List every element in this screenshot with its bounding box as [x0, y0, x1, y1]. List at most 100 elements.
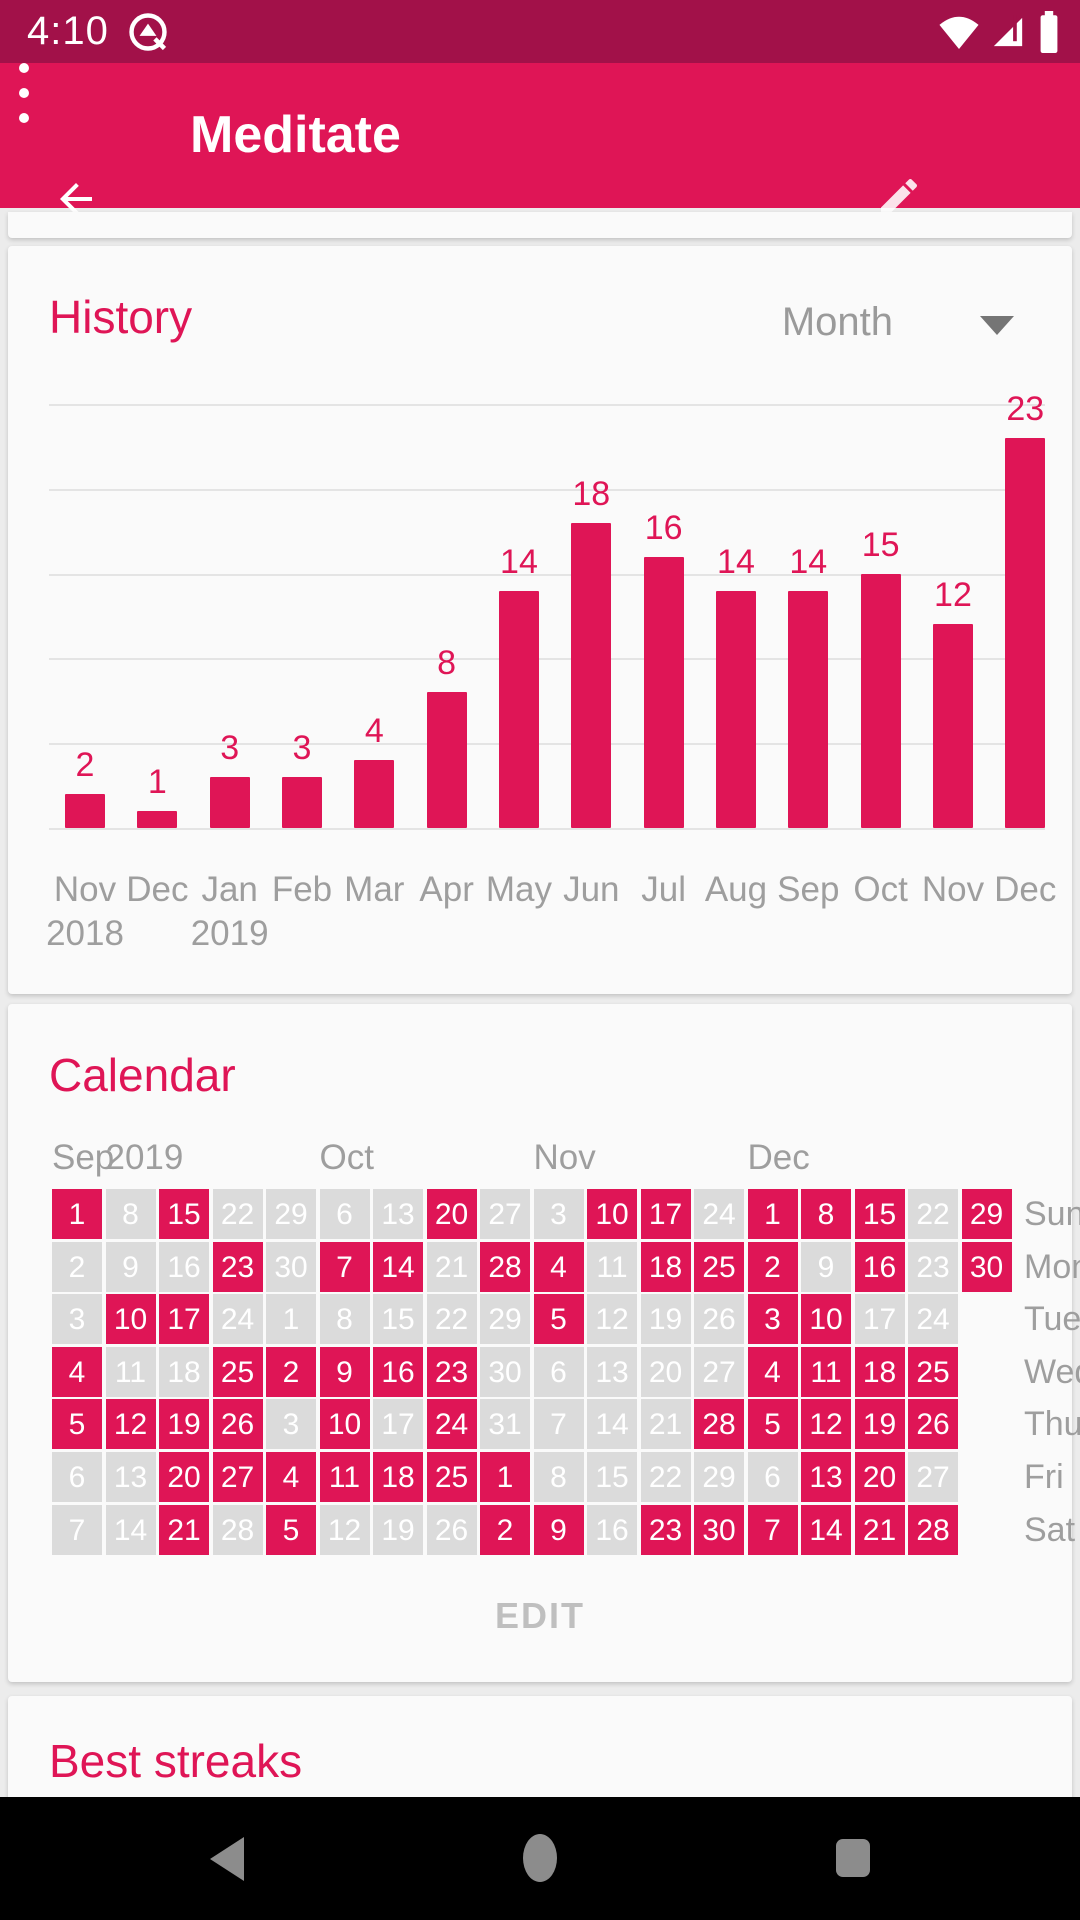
calendar-day-cell[interactable]: 3 — [533, 1189, 584, 1239]
calendar-day-cell[interactable]: 22 — [640, 1452, 691, 1502]
calendar-day-cell[interactable]: 18 — [640, 1241, 691, 1292]
calendar-day-cell[interactable]: 16 — [373, 1346, 423, 1397]
calendar-day-cell[interactable]: 13 — [105, 1452, 156, 1502]
calendar-day-cell[interactable]: 25 — [426, 1452, 477, 1502]
calendar-day-cell[interactable]: 20 — [159, 1452, 209, 1502]
calendar-day-cell[interactable]: 1 — [266, 1294, 316, 1345]
calendar-day-cell[interactable]: 6 — [747, 1452, 798, 1502]
calendar-day-cell[interactable]: 28 — [908, 1504, 958, 1555]
calendar-day-cell[interactable]: 27 — [480, 1189, 530, 1239]
calendar-day-cell[interactable]: 26 — [908, 1399, 958, 1450]
calendar-day-cell[interactable]: 26 — [212, 1399, 263, 1450]
calendar-day-cell[interactable]: 14 — [373, 1241, 423, 1292]
calendar-day-cell[interactable]: 16 — [159, 1241, 209, 1292]
calendar-day-cell[interactable]: 29 — [266, 1189, 316, 1239]
calendar-day-cell[interactable]: 2 — [747, 1241, 798, 1292]
calendar-day-cell[interactable]: 28 — [212, 1504, 263, 1555]
calendar-day-cell[interactable]: 13 — [373, 1189, 423, 1239]
calendar-day-cell[interactable]: 7 — [533, 1399, 584, 1450]
overflow-menu-icon[interactable] — [0, 63, 48, 123]
calendar-day-cell[interactable]: 27 — [908, 1452, 958, 1502]
calendar-day-cell[interactable]: 16 — [587, 1504, 637, 1555]
calendar-day-cell[interactable]: 12 — [319, 1504, 370, 1555]
calendar-day-cell[interactable]: 8 — [533, 1452, 584, 1502]
calendar-day-cell[interactable]: 21 — [640, 1399, 691, 1450]
calendar-day-cell[interactable]: 18 — [373, 1452, 423, 1502]
calendar-day-cell[interactable]: 3 — [52, 1294, 102, 1345]
calendar-day-cell[interactable]: 15 — [373, 1294, 423, 1345]
calendar-day-cell[interactable]: 1 — [480, 1452, 530, 1502]
calendar-day-cell[interactable]: 19 — [640, 1294, 691, 1345]
calendar-day-cell[interactable]: 25 — [694, 1241, 744, 1292]
calendar-day-cell[interactable]: 19 — [159, 1399, 209, 1450]
calendar-day-cell[interactable]: 23 — [426, 1346, 477, 1397]
calendar-day-cell[interactable]: 20 — [854, 1452, 905, 1502]
calendar-day-cell[interactable]: 4 — [747, 1346, 798, 1397]
calendar-day-cell[interactable]: 23 — [212, 1241, 263, 1292]
calendar-day-cell[interactable]: 30 — [694, 1504, 744, 1555]
calendar-day-cell[interactable]: 15 — [159, 1189, 209, 1239]
nav-home-icon[interactable] — [523, 1834, 557, 1882]
calendar-day-cell[interactable]: 18 — [159, 1346, 209, 1397]
calendar-day-cell[interactable]: 8 — [801, 1189, 851, 1239]
calendar-day-cell[interactable]: 9 — [801, 1241, 851, 1292]
calendar-day-cell[interactable]: 31 — [480, 1399, 530, 1450]
edit-button[interactable]: EDIT — [8, 1594, 1072, 1638]
calendar-day-cell[interactable]: 23 — [640, 1504, 691, 1555]
calendar-day-cell[interactable]: 6 — [52, 1452, 102, 1502]
calendar-day-cell[interactable]: 25 — [212, 1346, 263, 1397]
calendar-day-cell[interactable]: 3 — [747, 1294, 798, 1345]
calendar-day-cell[interactable]: 9 — [533, 1504, 584, 1555]
calendar-day-cell[interactable]: 23 — [908, 1241, 958, 1292]
calendar-day-cell[interactable]: 12 — [801, 1399, 851, 1450]
calendar-day-cell[interactable]: 15 — [854, 1189, 905, 1239]
calendar-day-cell[interactable]: 17 — [159, 1294, 209, 1345]
calendar-day-cell[interactable]: 24 — [426, 1399, 477, 1450]
calendar-day-cell[interactable]: 26 — [694, 1294, 744, 1345]
calendar-day-cell[interactable]: 28 — [480, 1241, 530, 1292]
calendar-day-cell[interactable]: 21 — [159, 1504, 209, 1555]
calendar-day-cell[interactable]: 12 — [587, 1294, 637, 1345]
calendar-day-cell[interactable]: 4 — [266, 1452, 316, 1502]
calendar-day-cell[interactable]: 18 — [854, 1346, 905, 1397]
calendar-day-cell[interactable]: 1 — [52, 1189, 102, 1239]
calendar-day-cell[interactable]: 27 — [694, 1346, 744, 1397]
calendar-day-cell[interactable]: 14 — [105, 1504, 156, 1555]
calendar-day-cell[interactable]: 5 — [533, 1294, 584, 1345]
calendar-day-cell[interactable]: 10 — [801, 1294, 851, 1345]
calendar-day-cell[interactable]: 5 — [266, 1504, 316, 1555]
calendar-day-cell[interactable]: 13 — [587, 1346, 637, 1397]
calendar-day-cell[interactable]: 17 — [640, 1189, 691, 1239]
calendar-day-cell[interactable]: 20 — [640, 1346, 691, 1397]
calendar-day-cell[interactable]: 22 — [908, 1189, 958, 1239]
calendar-day-cell[interactable]: 6 — [319, 1189, 370, 1239]
calendar-day-cell[interactable]: 7 — [52, 1504, 102, 1555]
calendar-day-cell[interactable]: 29 — [961, 1189, 1012, 1239]
calendar-day-cell[interactable]: 2 — [266, 1346, 316, 1397]
calendar-day-cell[interactable]: 20 — [426, 1189, 477, 1239]
calendar-day-cell[interactable]: 24 — [908, 1294, 958, 1345]
calendar-day-cell[interactable]: 24 — [694, 1189, 744, 1239]
calendar-day-cell[interactable]: 22 — [212, 1189, 263, 1239]
calendar-day-cell[interactable]: 24 — [212, 1294, 263, 1345]
calendar-day-cell[interactable]: 29 — [694, 1452, 744, 1502]
calendar-day-cell[interactable]: 17 — [373, 1399, 423, 1450]
calendar-day-cell[interactable]: 10 — [319, 1399, 370, 1450]
nav-recents-icon[interactable] — [836, 1839, 870, 1877]
calendar-day-cell[interactable]: 4 — [52, 1346, 102, 1397]
edit-pencil-icon[interactable] — [875, 173, 923, 221]
calendar-day-cell[interactable]: 21 — [854, 1504, 905, 1555]
calendar-day-cell[interactable]: 7 — [747, 1504, 798, 1555]
calendar-day-cell[interactable]: 16 — [854, 1241, 905, 1292]
calendar-day-cell[interactable]: 10 — [587, 1189, 637, 1239]
calendar-day-cell[interactable]: 2 — [52, 1241, 102, 1292]
calendar-day-cell[interactable]: 15 — [587, 1452, 637, 1502]
calendar-day-cell[interactable]: 30 — [480, 1346, 530, 1397]
calendar-day-cell[interactable]: 5 — [52, 1399, 102, 1450]
calendar-day-cell[interactable]: 11 — [801, 1346, 851, 1397]
calendar-day-cell[interactable]: 9 — [105, 1241, 156, 1292]
calendar-day-cell[interactable]: 5 — [747, 1399, 798, 1450]
calendar-day-cell[interactable]: 30 — [961, 1241, 1012, 1292]
calendar-day-cell[interactable]: 17 — [854, 1294, 905, 1345]
calendar-day-cell[interactable]: 1 — [747, 1189, 798, 1239]
